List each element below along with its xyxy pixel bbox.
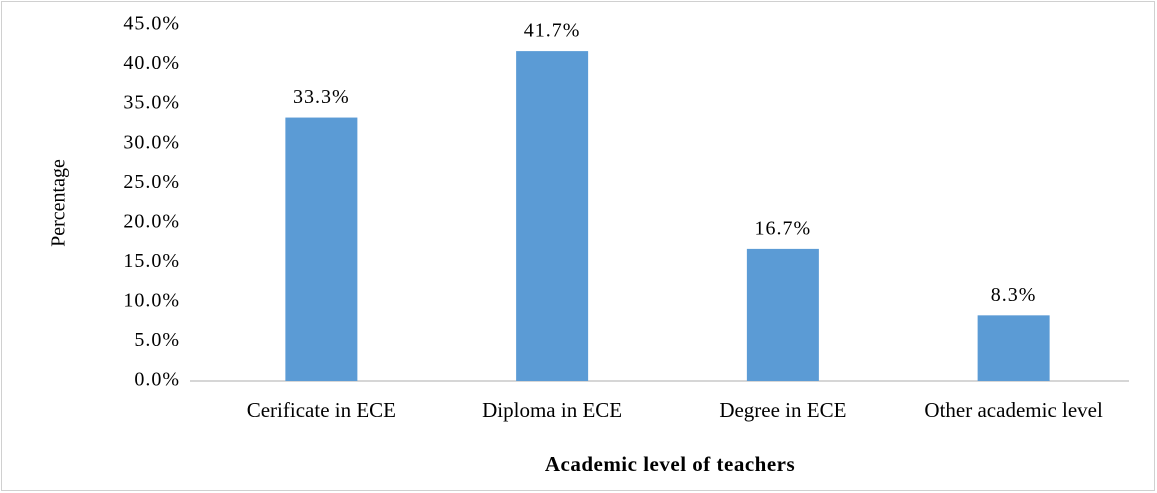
bar: [285, 117, 358, 381]
y-tick-label: 40.0%: [123, 52, 180, 74]
y-tick-label: 5.0%: [134, 329, 180, 351]
x-tick-label: Degree in ECE: [719, 398, 847, 422]
y-tick-label: 35.0%: [123, 92, 180, 114]
bar: [746, 248, 819, 381]
value-label: 8.3%: [991, 284, 1037, 306]
x-axis-label: Academic level of teachers: [545, 452, 795, 476]
bar: [516, 51, 589, 382]
y-tick-label: 15.0%: [123, 250, 180, 272]
y-tick-label: 45.0%: [123, 13, 180, 35]
x-tick-label: Cerificate in ECE: [246, 398, 397, 422]
y-axis-label: Percentage: [48, 159, 70, 247]
y-tick-label: 10.0%: [123, 289, 180, 311]
value-label: 33.3%: [293, 86, 350, 108]
value-label: 16.7%: [755, 217, 812, 239]
y-tick-label: 25.0%: [123, 171, 180, 193]
x-tick-label: Diploma in ECE: [482, 398, 623, 422]
y-tick-label: 30.0%: [123, 131, 180, 153]
y-tick-label: 0.0%: [134, 369, 180, 391]
bar: [977, 315, 1050, 381]
y-tick-label: 20.0%: [123, 210, 180, 232]
value-label: 41.7%: [524, 20, 581, 42]
x-tick-label: Other academic level: [924, 398, 1103, 422]
